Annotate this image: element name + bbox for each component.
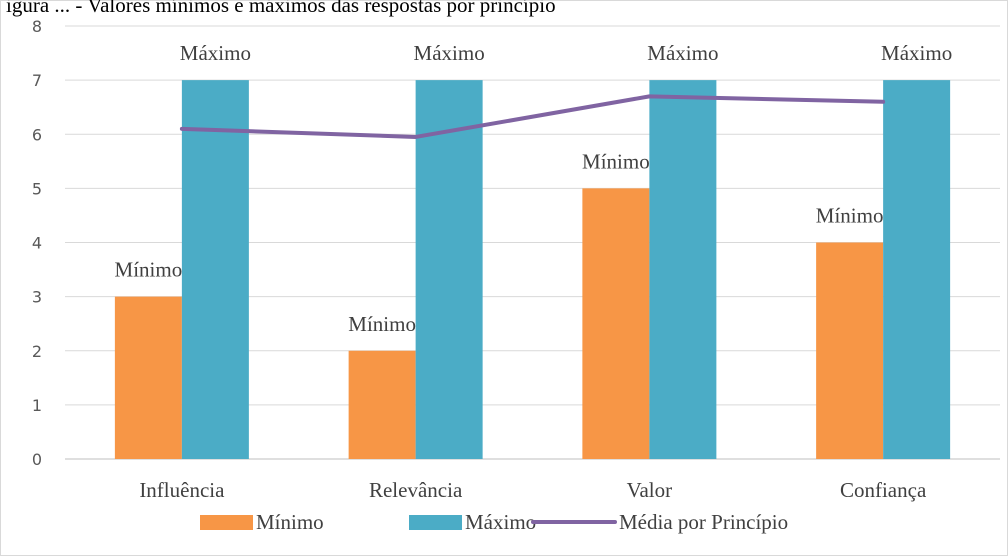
legend-item: Máximo	[409, 510, 536, 534]
caption-fragment: igura ... - Valores mínimos e máximos da…	[6, 0, 556, 17]
legend-label: Média por Princípio	[619, 510, 788, 534]
bars	[114, 80, 951, 459]
data-label: Máximo	[414, 41, 485, 65]
series-line	[179, 94, 886, 139]
data-label: Mínimo	[115, 258, 183, 282]
y-tick-label: 6	[32, 125, 42, 144]
x-tick-label: Confiança	[840, 478, 927, 502]
line-series	[179, 94, 886, 139]
legend-swatch	[200, 515, 253, 530]
bar	[415, 80, 483, 459]
data-label: Mínimo	[816, 204, 884, 228]
y-tick-label: 0	[32, 450, 42, 469]
bar	[883, 80, 951, 459]
legend-swatch	[409, 515, 462, 530]
data-label: Máximo	[881, 41, 952, 65]
data-label: Mínimo	[348, 312, 416, 336]
bar	[582, 188, 650, 459]
bar	[348, 350, 416, 459]
data-label: Máximo	[647, 41, 718, 65]
data-labels: Mínimo Máximo Mínimo Máximo Mínimo Máximo Míni…	[115, 41, 953, 336]
y-tick-label: 7	[32, 71, 42, 90]
data-label: Mínimo	[582, 149, 650, 173]
x-axis-categories: Influência Relevância Valor Confiança	[139, 478, 927, 502]
y-tick-label: 2	[32, 342, 42, 361]
x-tick-label: Relevância	[369, 478, 463, 502]
legend: Mínimo Máximo Média por Princípio	[200, 510, 788, 534]
y-tick-label: 4	[32, 234, 42, 253]
legend-item: Mínimo	[200, 510, 324, 534]
y-tick-label: 1	[32, 396, 42, 415]
bar	[816, 242, 884, 459]
bar	[181, 80, 249, 459]
y-tick-label: 3	[32, 288, 42, 307]
y-tick-label: 8	[32, 17, 42, 36]
x-tick-label: Valor	[627, 478, 673, 502]
y-tick-label: 5	[32, 179, 42, 198]
bar	[114, 296, 182, 459]
x-tick-label: Influência	[139, 478, 225, 502]
legend-item: Média por Princípio	[531, 510, 788, 534]
legend-label: Máximo	[465, 510, 536, 534]
legend-label: Mínimo	[256, 510, 324, 534]
y-axis-ticks: 0 1 2 3 4 5 6 7 8	[32, 17, 42, 469]
data-label: Máximo	[180, 41, 251, 65]
bar	[649, 80, 717, 459]
